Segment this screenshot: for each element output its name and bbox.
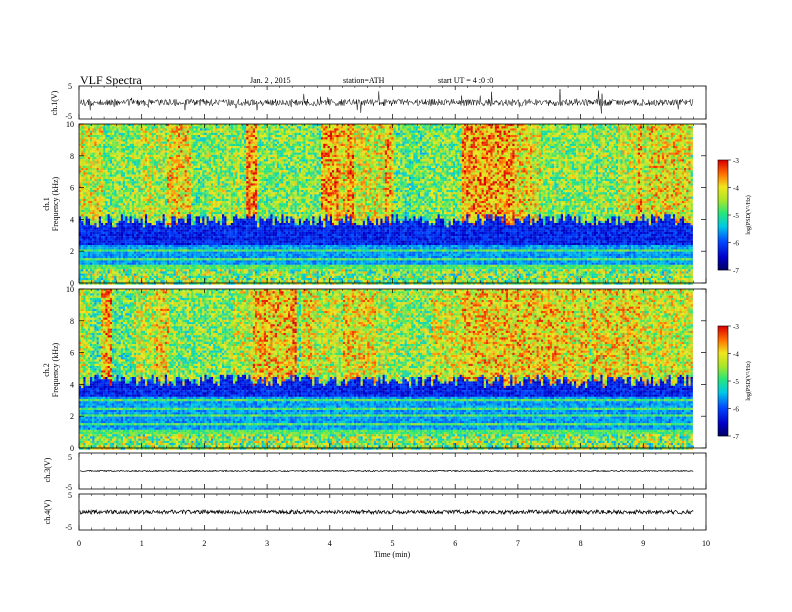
- spec2-ticks-label: 4: [70, 380, 74, 389]
- ch3-waveform-panel: 5 -5 ch.3(V): [43, 452, 707, 492]
- ch1-channel-label: ch.1: [42, 197, 51, 211]
- ch4-waveform-ylabel: ch.4(V): [43, 499, 52, 524]
- ch3-waveform-trace: [79, 469, 694, 473]
- spec1-ticks-label: 0: [70, 279, 74, 288]
- ch1-ytick-top: 5: [68, 82, 72, 91]
- ch1-colorbar: -3 -4 -5 -6 -7 log(PSD(V²/Hz): [717, 157, 752, 275]
- spec2-ticks-label: 10: [66, 285, 74, 294]
- time-tick-label: 3: [265, 539, 269, 548]
- cbar2-tick-label: -5: [733, 378, 739, 386]
- cbar2-tick-label: -3: [733, 323, 739, 331]
- time-tick-label: 7: [516, 539, 520, 548]
- cbar2-tick-label: -7: [733, 433, 739, 441]
- ch1-waveform-ylabel: ch.1(V): [50, 90, 59, 115]
- ch2-spectrogram-image: [79, 289, 706, 450]
- ch4-waveform-trace: [79, 508, 694, 516]
- spec2-ticks-label: 2: [70, 412, 74, 421]
- cbar2-tick-label: -6: [733, 406, 739, 414]
- cbar1-tick-label: -3: [733, 157, 739, 165]
- ch3-ytick-top: 5: [68, 453, 72, 462]
- ch1-waveform-panel: 5 -5 ch.1(V): [50, 82, 707, 121]
- spec2-ticks-label: 8: [70, 317, 74, 326]
- time-axis-label: Time (min): [374, 550, 411, 559]
- spec1-ticks-label: 4: [70, 215, 74, 224]
- station-label: station=ATH: [343, 76, 385, 85]
- time-axis: 0 1 2 3 4 5 6 7 8 9 10: [77, 86, 710, 548]
- ch3-wave-line: [79, 469, 694, 473]
- spec2-ticks-label: 6: [70, 349, 74, 358]
- spec1-ticks-label: 2: [70, 247, 74, 256]
- ch4-wave-line: [79, 508, 694, 516]
- figure-title: VLF Spectra: [80, 73, 142, 87]
- spec1-ticks-label: 8: [70, 152, 74, 161]
- cbar1-label: log(PSD(V²/Hz): [745, 195, 752, 234]
- cbar2-tick-label: -4: [733, 351, 739, 359]
- time-tick-label: 8: [579, 539, 583, 548]
- spec1-ticks-label: 6: [70, 184, 74, 193]
- ch1-frequency-ticks: 0 2 4 6 8 10: [66, 120, 706, 288]
- ch1-wave-line: [79, 88, 694, 114]
- time-tick-label: 0: [77, 539, 81, 548]
- ch3-waveform-ylabel: ch.3(V): [43, 457, 52, 482]
- ch4-waveform-panel: 5 -5 ch.4(V): [43, 491, 707, 532]
- time-tick-label: 9: [641, 539, 645, 548]
- cbar1-tick-label: -6: [733, 240, 739, 248]
- cbar1-tick-label: -4: [733, 185, 739, 193]
- spec2-ticks-label: 0: [70, 444, 74, 453]
- ch2-frequency-ticks: 0 2 4 6 8 10: [66, 285, 706, 453]
- cbar2-label: log(PSD(V²/Hz): [745, 361, 752, 400]
- ch2-channel-label: ch.2: [42, 363, 51, 377]
- cbar1-tick-label: -7: [733, 267, 739, 275]
- ch1-spectrogram-panel: 0 2 4 6 8 10 ch.1 Frequency (kHz): [42, 120, 707, 288]
- cbar1-tick-label: -5: [733, 212, 739, 220]
- ch1-frequency-ylabel: Frequency (kHz): [51, 176, 60, 231]
- time-tick-label: 5: [391, 539, 395, 548]
- ch4-ytick-bottom: -5: [65, 523, 72, 532]
- ch2-colorbar: -3 -4 -5 -6 -7 log(PSD(V²/Hz): [717, 323, 752, 441]
- ch1-waveform-trace: [79, 88, 694, 114]
- ch2-frequency-ylabel: Frequency (kHz): [51, 342, 60, 397]
- time-tick-label: 1: [140, 539, 144, 548]
- start-time-label: start UT = 4 :0 :0: [438, 76, 493, 85]
- time-tick-label: 4: [328, 539, 332, 548]
- date-label: Jan. 2 , 2015: [250, 76, 291, 85]
- ch1-spectrogram-image: [79, 124, 706, 285]
- time-tick-label: 10: [702, 539, 710, 548]
- time-tick-label: 2: [202, 539, 206, 548]
- ch3-ytick-bottom: -5: [65, 483, 72, 492]
- spec1-ticks-label: 10: [66, 120, 74, 129]
- ch4-ytick-top: 5: [68, 491, 72, 500]
- time-tick-label: 6: [453, 539, 457, 548]
- ch1-ytick-bottom: -5: [65, 112, 72, 121]
- ch2-spectrogram-panel: 0 2 4 6 8 10 ch.2 Frequency (kHz): [42, 285, 707, 453]
